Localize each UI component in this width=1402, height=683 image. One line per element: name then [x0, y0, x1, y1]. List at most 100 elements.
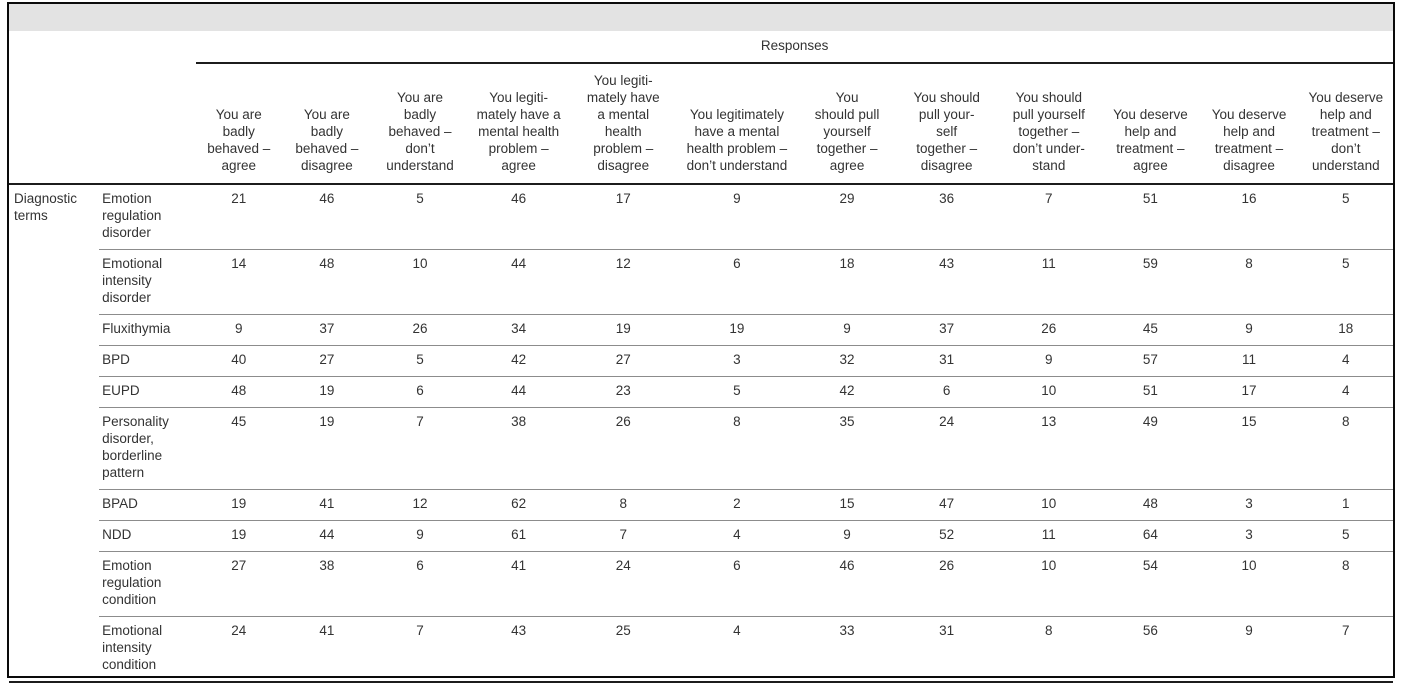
row-label: Fluxithymia — [99, 314, 197, 346]
value-cell: 8 — [1199, 249, 1299, 315]
value-cell: 27 — [281, 345, 373, 377]
value-cell: 18 — [797, 249, 898, 315]
value-cell: 7 — [996, 184, 1102, 250]
value-cell: 31 — [939, 623, 955, 638]
value-cell: 8 — [569, 489, 677, 521]
value-cell: 44 — [467, 376, 570, 408]
value-cell: 48 — [1101, 489, 1200, 521]
column-header-2: You are badly behaved – disagree — [281, 63, 373, 185]
value-cell: 7 — [416, 623, 424, 638]
column-header-1: You are badly behaved – agree — [196, 63, 282, 185]
column-header-6: You legitimately have a mental health pr… — [676, 63, 797, 185]
value-cell: 9 — [1245, 623, 1253, 638]
row-label: Personality disorder, borderline pattern — [99, 407, 197, 490]
value-cell: 9 — [797, 520, 898, 552]
value-cell: 4 — [676, 520, 797, 552]
value-cell: 9 — [996, 345, 1102, 377]
value-cell: 56 — [1142, 623, 1158, 638]
value-cell: 43 — [511, 623, 527, 638]
value-cell: 10 — [996, 376, 1102, 408]
value-cell: 2 — [676, 489, 797, 521]
value-cell: 52 — [897, 520, 997, 552]
column-header-4: You legiti- mately have a mental health … — [467, 63, 570, 185]
value-cell: 19 — [569, 314, 677, 346]
value-cell: 25 — [615, 623, 631, 638]
row-group-label: Diagnostic terms — [14, 191, 78, 223]
value-cell: 35 — [797, 407, 898, 490]
value-cell: 5 — [372, 345, 468, 377]
row-label: BPAD — [99, 489, 197, 521]
value-cell: 44 — [281, 520, 373, 552]
value-cell: 21 — [196, 184, 282, 250]
value-cell: 8 — [676, 407, 797, 490]
value-cell: 37 — [281, 314, 373, 346]
column-header-9: You should pull yourself together – don’… — [996, 63, 1102, 185]
value-cell: 5 — [372, 184, 468, 250]
value-cell: 26 — [372, 314, 468, 346]
value-cell: 9 — [1199, 314, 1299, 346]
value-cell: 9 — [372, 520, 468, 552]
value-cell: 26 — [897, 551, 997, 617]
value-cell: 8 — [1045, 623, 1053, 638]
value-cell: 46 — [281, 184, 373, 250]
value-cell: 9 — [196, 314, 282, 346]
value-cell: 13 — [996, 407, 1102, 490]
table-row: NDD 19 44 9 61 7 4 9 52 11 64 3 5 — [9, 520, 1393, 552]
value-cell: 32 — [797, 345, 898, 377]
value-cell: 19 — [196, 489, 282, 521]
value-cell: 38 — [281, 551, 373, 617]
value-cell: 42 — [797, 376, 898, 408]
table-row: Emotion regulation condition 27 38 6 41 24 6 46… — [9, 551, 1393, 617]
value-cell: 15 — [1199, 407, 1299, 490]
value-cell: 10 — [372, 249, 468, 315]
value-cell: 10 — [1199, 551, 1299, 617]
column-header-3: You are badly behaved – don’t understand — [372, 63, 468, 185]
value-cell: 12 — [372, 489, 468, 521]
row-label: NDD — [99, 520, 197, 552]
value-cell: 34 — [467, 314, 570, 346]
value-cell: 19 — [281, 376, 373, 408]
table-row: BPD 40 27 5 42 27 3 32 31 9 57 11 4 — [9, 345, 1393, 377]
value-cell: 42 — [467, 345, 570, 377]
value-cell: 59 — [1101, 249, 1200, 315]
value-cell: 24 — [569, 551, 677, 617]
value-cell: 44 — [467, 249, 570, 315]
value-cell: 46 — [797, 551, 898, 617]
value-cell: 5 — [676, 376, 797, 408]
value-cell: 7 — [569, 520, 677, 552]
value-cell: 45 — [1101, 314, 1200, 346]
spanner-left-blank — [9, 31, 196, 63]
value-cell: 36 — [897, 184, 997, 250]
value-cell: 57 — [1101, 345, 1200, 377]
value-cell: 17 — [569, 184, 677, 250]
value-cell: 15 — [797, 489, 898, 521]
value-cell: 3 — [676, 345, 797, 377]
value-cell: 11 — [996, 249, 1102, 315]
value-cell: 4 — [1298, 345, 1393, 377]
value-cell: 3 — [1199, 489, 1299, 521]
header-corner-spacer — [9, 63, 197, 185]
column-header-12: You deserve help and treatment – don’t u… — [1298, 63, 1393, 185]
value-cell: 33 — [839, 623, 855, 638]
responses-spanner-row: Responses — [9, 31, 1393, 64]
value-cell: 6 — [372, 551, 468, 617]
column-header-11: You deserve help and treatment – disagre… — [1199, 63, 1299, 185]
row-label: Emotional intensity disorder — [99, 249, 197, 315]
value-cell: 54 — [1101, 551, 1200, 617]
column-header-8: You should pull your- self together – di… — [897, 63, 997, 185]
value-cell: 41 — [319, 623, 335, 638]
value-cell: 8 — [1298, 551, 1393, 617]
responses-group-header: Responses — [196, 31, 1393, 64]
table-row: Fluxithymia 9 37 26 34 19 19 9 37 26 45 9 18 — [9, 314, 1393, 346]
row-label: Emotion regulation disorder — [99, 184, 197, 250]
value-cell: 40 — [196, 345, 282, 377]
value-cell: 9 — [676, 184, 797, 250]
table-frame: Responses You are badly behaved – agree Y… — [7, 2, 1395, 683]
value-cell: 24 — [231, 623, 247, 638]
value-cell: 48 — [281, 249, 373, 315]
value-cell: 49 — [1101, 407, 1200, 490]
row-label: Emotion regulation condition — [99, 551, 197, 617]
top-bar — [9, 4, 1393, 31]
value-cell: 23 — [569, 376, 677, 408]
value-cell: 61 — [467, 520, 570, 552]
